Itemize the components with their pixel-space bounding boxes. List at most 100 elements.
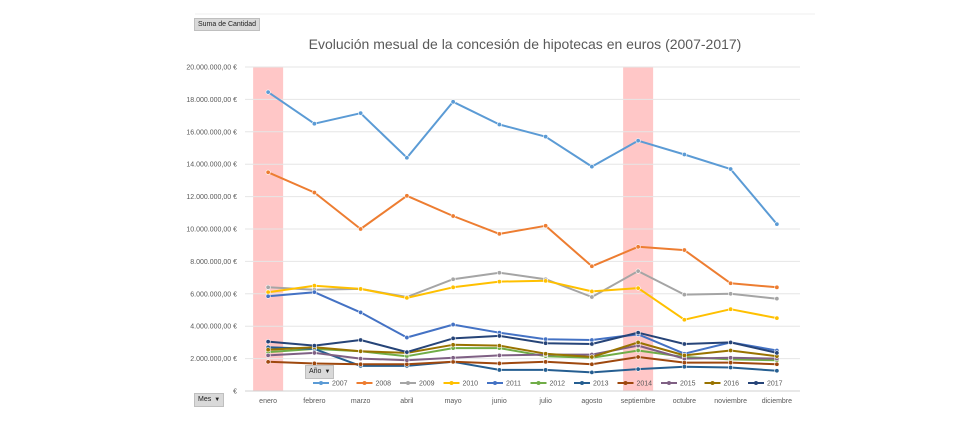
data-point-2015 <box>728 355 734 361</box>
data-point-2007 <box>496 122 502 128</box>
data-point-2017 <box>311 343 317 349</box>
data-point-2010 <box>681 317 687 323</box>
data-point-2009 <box>681 292 687 298</box>
x-tick-label: octubre <box>673 398 696 405</box>
series-line-2017 <box>267 331 778 354</box>
y-tick-label: 16.000.000,00 € <box>186 129 237 136</box>
y-tick-label: 12.000.000,00 € <box>186 194 237 201</box>
data-point-2016 <box>635 339 641 345</box>
data-point-2010 <box>774 315 780 321</box>
data-point-2007 <box>774 221 780 227</box>
axis-field-button[interactable]: Mes ▼ <box>194 393 225 407</box>
data-point-2017 <box>265 339 271 345</box>
legend-label-2007: 2007 <box>332 381 348 388</box>
series-line-2015 <box>267 344 778 362</box>
data-point-2007 <box>404 155 410 161</box>
data-point-2014 <box>543 359 549 365</box>
data-point-2007 <box>358 110 364 116</box>
data-point-2008 <box>265 169 271 175</box>
legend-marker-2016 <box>710 381 715 385</box>
data-point-2008 <box>635 244 641 250</box>
x-tick-label: marzo <box>351 398 371 405</box>
series-line-2009 <box>267 270 778 300</box>
y-tick-label: 20.000.000,00 € <box>186 65 237 72</box>
legend-label-2016: 2016 <box>724 381 740 388</box>
data-point-2010 <box>589 288 595 294</box>
chevron-down-icon: ▼ <box>214 397 221 403</box>
data-point-2010 <box>728 306 734 312</box>
data-point-2013 <box>589 369 595 375</box>
data-point-2007 <box>450 99 456 105</box>
data-point-2007 <box>543 134 549 140</box>
value-field-button[interactable]: Suma de Cantidad <box>194 18 260 31</box>
data-point-2015 <box>311 350 317 356</box>
legend-marker-2009 <box>406 381 410 385</box>
x-tick-label: enero <box>259 398 277 405</box>
x-tick-label: abril <box>400 398 414 405</box>
y-tick-label: € <box>233 389 237 396</box>
data-point-2017 <box>635 330 641 336</box>
legend-field-button[interactable]: Año ▼ <box>305 365 335 379</box>
legend-label-2015: 2015 <box>680 381 696 388</box>
y-tick-label: 4.000.000,00 € <box>190 324 237 331</box>
x-tick-label: agosto <box>581 398 602 405</box>
data-point-2016 <box>496 343 502 349</box>
data-point-2015 <box>404 357 410 363</box>
data-point-2011 <box>450 322 456 328</box>
data-point-2011 <box>265 293 271 299</box>
legend-marker-2007 <box>319 381 323 385</box>
legend-label-2008: 2008 <box>376 381 392 388</box>
data-point-2009 <box>496 270 502 276</box>
legend-label-2011: 2011 <box>506 381 521 388</box>
data-point-2013 <box>496 367 502 373</box>
legend-marker-2014 <box>623 381 628 385</box>
data-point-2008 <box>543 223 549 229</box>
series-line-2008 <box>267 171 778 289</box>
legend-marker-2011 <box>493 381 497 385</box>
x-tick-label: junio <box>491 398 507 405</box>
data-point-2014 <box>728 360 734 366</box>
data-point-2008 <box>681 247 687 253</box>
data-point-2010 <box>404 295 410 301</box>
y-tick-label: 6.000.000,00 € <box>190 291 237 298</box>
legend-label-2017: 2017 <box>767 381 783 388</box>
data-point-2016 <box>543 351 549 357</box>
x-tick-label: diciembre <box>762 398 792 405</box>
data-point-2007 <box>728 166 734 172</box>
data-point-2014 <box>358 361 364 367</box>
data-point-2016 <box>358 348 364 354</box>
data-point-2014 <box>635 354 641 360</box>
y-tick-label: 14.000.000,00 € <box>186 162 237 169</box>
data-point-2015 <box>450 355 456 361</box>
data-point-2007 <box>311 121 317 127</box>
legend-marker-2010 <box>449 381 454 385</box>
data-point-2015 <box>358 356 364 362</box>
data-point-2012 <box>635 347 641 353</box>
data-point-2016 <box>450 342 456 348</box>
chevron-down-icon: ▼ <box>324 369 331 375</box>
data-point-2007 <box>265 89 271 95</box>
data-point-2009 <box>728 291 734 297</box>
data-point-2013 <box>543 367 549 373</box>
data-point-2014 <box>681 360 687 366</box>
data-point-2010 <box>265 289 271 295</box>
data-point-2015 <box>265 352 271 358</box>
legend-label-2012: 2012 <box>550 381 566 388</box>
series-line-2007 <box>267 91 778 226</box>
data-point-2017 <box>728 339 734 345</box>
data-point-2014 <box>496 360 502 366</box>
legend-marker-2008 <box>362 381 367 385</box>
data-point-2011 <box>358 309 364 315</box>
data-point-2010 <box>543 278 549 284</box>
series-line-2010 <box>267 279 778 321</box>
x-tick-label: noviembre <box>714 398 747 405</box>
data-point-2016 <box>728 347 734 353</box>
data-point-2014 <box>265 359 271 365</box>
data-point-2009 <box>450 276 456 282</box>
x-tick-label: julio <box>538 398 552 405</box>
data-point-2009 <box>265 284 271 290</box>
data-point-2011 <box>404 335 410 341</box>
data-point-2015 <box>496 352 502 358</box>
data-point-2014 <box>404 361 410 367</box>
legend-marker-2017 <box>754 381 758 385</box>
